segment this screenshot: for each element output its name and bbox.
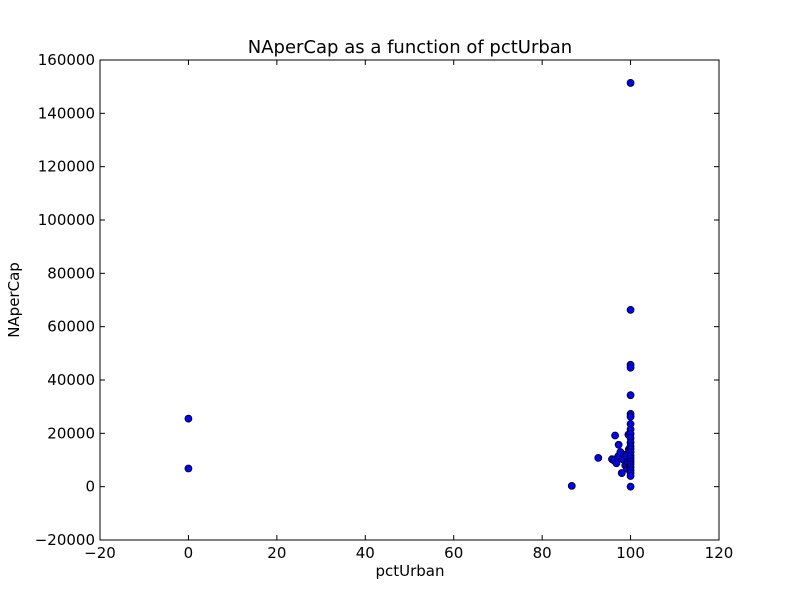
data-point <box>184 464 193 473</box>
chart-title: NAperCap as a function of pctUrban <box>248 37 572 58</box>
x-tick-label: 40 <box>356 544 375 562</box>
y-tick-label: 40000 <box>47 371 95 389</box>
x-tick-label: 100 <box>616 544 645 562</box>
y-tick-label: −20000 <box>35 531 95 549</box>
y-tick-label: 100000 <box>38 211 95 229</box>
x-tick-label: 0 <box>184 544 194 562</box>
y-tick-label: 160000 <box>38 51 95 69</box>
x-axis-label: pctUrban <box>375 562 444 580</box>
x-tick-label: 20 <box>267 544 286 562</box>
y-tick-label: 120000 <box>38 158 95 176</box>
data-point <box>626 482 635 491</box>
data-point <box>612 459 621 468</box>
x-tick-label: 80 <box>533 544 552 562</box>
data-point <box>611 431 619 440</box>
data-point <box>626 412 635 421</box>
data-point <box>567 481 576 490</box>
data-point <box>614 440 623 449</box>
data-point <box>626 363 635 372</box>
y-tick-label: 80000 <box>47 264 95 282</box>
y-tick-label: 0 <box>85 478 95 496</box>
points-layer <box>184 79 635 491</box>
y-axis-label: NAperCap <box>5 262 23 338</box>
data-point <box>184 414 193 423</box>
y-tick-label: 60000 <box>47 318 95 336</box>
data-point <box>626 472 635 480</box>
ticks-layer: −20 0 20 40 60 80 100 120 −20000 0 20000 40000 60000… <box>35 51 734 562</box>
y-tick-label: 140000 <box>38 104 95 122</box>
plot-frame <box>99 59 720 541</box>
data-point <box>617 469 626 477</box>
data-point <box>594 453 603 462</box>
x-tick-label: 120 <box>705 544 734 562</box>
data-point <box>626 391 635 400</box>
data-point <box>626 305 635 314</box>
x-tick-label: −20 <box>84 544 116 562</box>
x-tick-label: 60 <box>444 544 463 562</box>
data-point <box>626 79 635 87</box>
y-tick-label: 20000 <box>47 424 95 442</box>
